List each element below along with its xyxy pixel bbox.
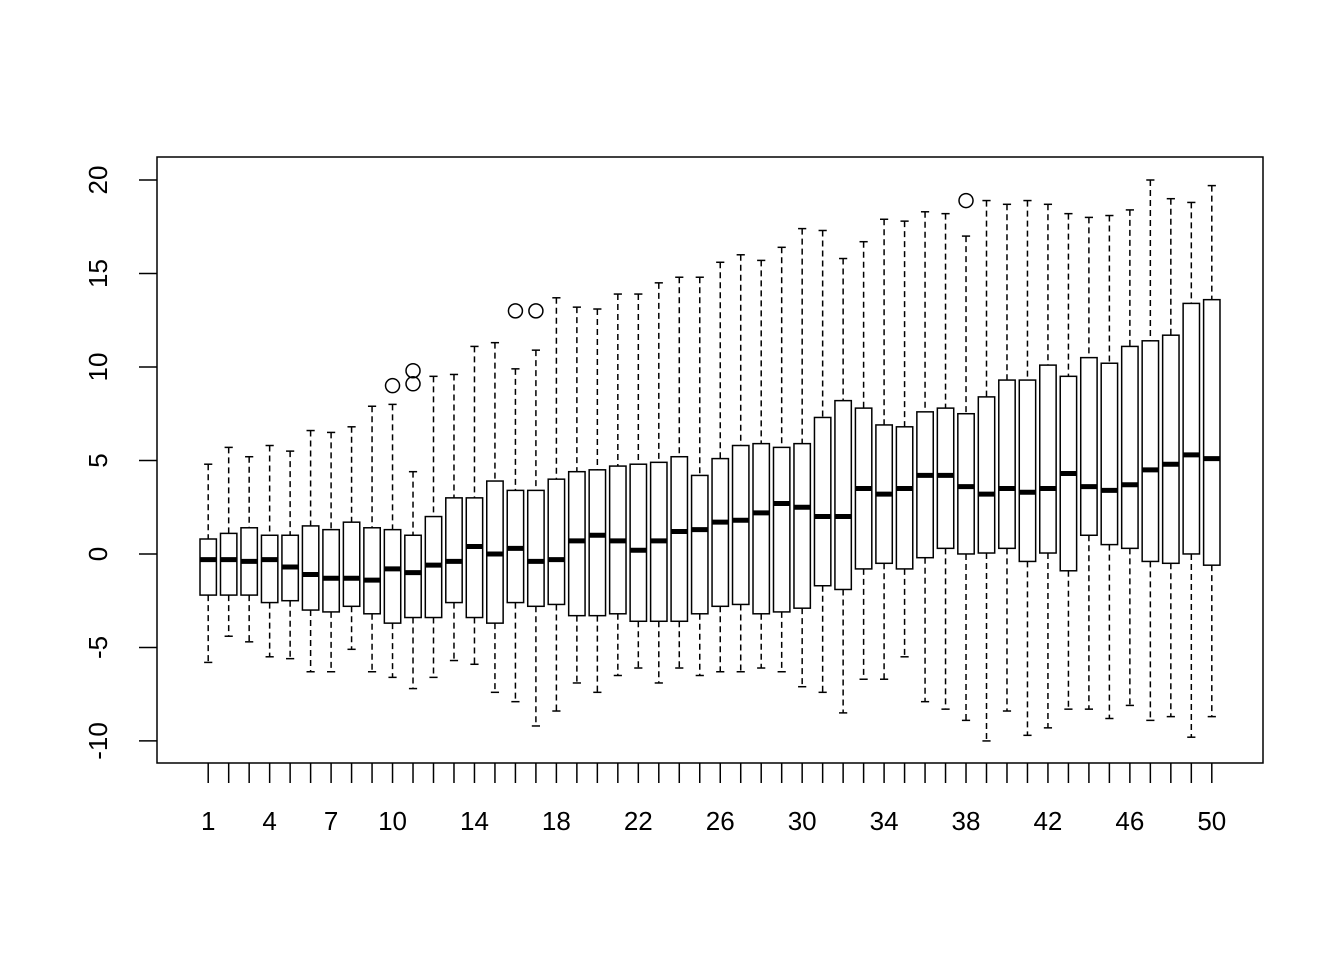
box <box>567 470 586 617</box>
box <box>711 457 730 608</box>
outlier <box>405 376 421 392</box>
box <box>1141 340 1160 563</box>
box <box>301 525 320 611</box>
y-tick-label: -10 <box>83 722 113 760</box>
box <box>629 463 648 623</box>
x-tick-label: 50 <box>1197 806 1226 836</box>
x-tick-label: 4 <box>262 806 276 836</box>
y-tick-label: 5 <box>83 453 113 467</box>
box <box>998 379 1016 550</box>
x-tick-label: 1 <box>201 806 215 836</box>
box <box>445 497 463 604</box>
box <box>404 534 422 619</box>
y-tick-label: -5 <box>83 636 113 659</box>
box <box>383 528 402 624</box>
y-tick-label: 10 <box>83 353 113 382</box>
box <box>1018 379 1037 563</box>
box <box>1079 356 1098 537</box>
box <box>731 444 750 606</box>
box <box>690 474 709 615</box>
box <box>895 426 914 570</box>
box <box>1100 362 1119 546</box>
x-tick-label: 18 <box>542 806 571 836</box>
box <box>957 412 975 555</box>
box <box>219 532 238 596</box>
box <box>342 521 361 608</box>
box <box>977 396 996 554</box>
box <box>1202 298 1221 566</box>
outlier <box>384 377 401 394</box>
box <box>916 411 934 559</box>
outlier <box>958 192 974 209</box>
box <box>465 497 484 619</box>
box <box>670 455 689 623</box>
outlier <box>405 362 421 379</box>
box <box>363 527 381 615</box>
y-tick-label: 20 <box>83 166 113 195</box>
x-tick-label: 22 <box>624 806 653 836</box>
x-tick-label: 10 <box>378 806 407 836</box>
outlier <box>528 303 544 319</box>
box <box>772 446 791 613</box>
box <box>1182 302 1201 555</box>
box <box>199 538 218 596</box>
x-tick-label: 46 <box>1115 806 1144 836</box>
box <box>793 442 812 609</box>
x-tick-label: 14 <box>460 806 489 836</box>
box <box>1120 345 1139 550</box>
outlier <box>507 303 524 319</box>
box <box>260 534 279 604</box>
box <box>1161 334 1180 565</box>
x-tick-label: 38 <box>952 806 981 836</box>
box <box>1039 364 1057 554</box>
box <box>547 478 566 606</box>
box <box>752 442 771 615</box>
box <box>936 407 955 550</box>
y-tick-label: 15 <box>83 259 113 288</box>
box <box>813 416 832 587</box>
x-tick-label: 26 <box>706 806 735 836</box>
x-tick-label: 42 <box>1033 806 1062 836</box>
x-tick-label: 34 <box>870 806 899 836</box>
box <box>526 489 545 608</box>
box <box>322 528 341 613</box>
x-tick-label: 7 <box>324 806 338 836</box>
x-tick-label: 30 <box>788 806 817 836</box>
box <box>834 399 853 591</box>
y-tick-label: 0 <box>83 547 113 561</box>
box <box>588 469 607 617</box>
